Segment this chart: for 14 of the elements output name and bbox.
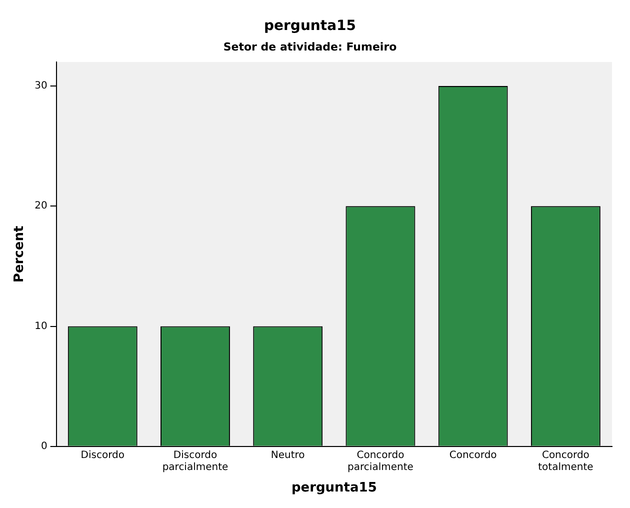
chart-subtitle: Setor de atividade: Fumeiro xyxy=(223,40,398,54)
x-tick-label: Concordo xyxy=(449,450,497,461)
x-tick-label: Discordo parcialmente xyxy=(162,450,228,473)
x-tick-label: Discordo xyxy=(80,450,124,461)
x-axis-title: pergunta15 xyxy=(291,480,377,496)
y-tick-label: 20 xyxy=(34,200,48,212)
x-tick-label: Neutro xyxy=(270,450,305,461)
y-tick-label: 0 xyxy=(40,440,48,452)
y-tick-label: 30 xyxy=(34,80,48,92)
y-tick-label: 10 xyxy=(34,320,48,332)
x-tick-label: Concordo parcialmente xyxy=(348,450,414,473)
chart-title: pergunta15 xyxy=(264,18,356,34)
y-axis-title: Percent xyxy=(12,226,28,283)
x-tick-label: Concordo totalmente xyxy=(538,450,594,473)
